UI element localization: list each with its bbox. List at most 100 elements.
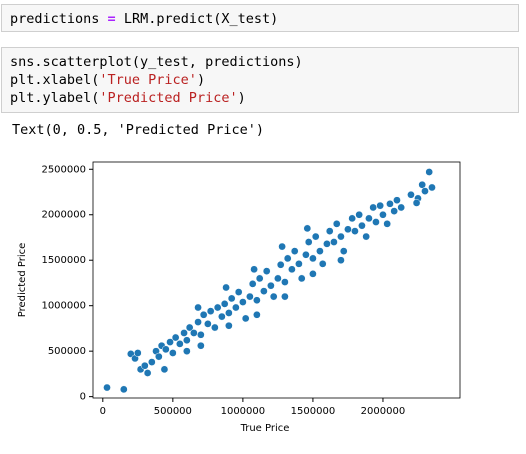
point <box>303 224 312 233</box>
string: 'True Price' <box>99 72 197 88</box>
point <box>255 274 264 283</box>
point <box>239 298 247 306</box>
code-line: plt.xlabel('True Price') <box>10 71 510 89</box>
point <box>225 309 233 317</box>
code: plt.xlabel( <box>10 72 100 88</box>
point <box>372 218 380 226</box>
point <box>166 338 174 346</box>
point <box>161 345 170 354</box>
point <box>241 314 250 323</box>
point <box>332 219 341 228</box>
point <box>325 227 334 235</box>
code: sns.scatterplot(y_test, predictions) <box>10 54 303 70</box>
point <box>211 323 219 332</box>
x-tick-label: 500000 <box>154 406 192 417</box>
point <box>390 207 399 215</box>
point <box>407 190 415 199</box>
point <box>355 210 363 219</box>
y-axis-label: Predicted Price <box>17 243 28 318</box>
chart: True Price Predicted Price 0 500000 100000… <box>17 161 461 434</box>
point <box>309 270 317 278</box>
code-line: plt.ylabel('Predicted Price') <box>10 89 510 107</box>
point <box>369 203 378 212</box>
point <box>304 238 313 246</box>
point <box>290 247 299 255</box>
point <box>262 267 271 275</box>
point <box>365 214 373 223</box>
y-tick-label: 2000000 <box>41 210 86 221</box>
point <box>183 347 191 356</box>
point <box>351 227 359 235</box>
point <box>421 187 429 195</box>
point <box>418 180 427 189</box>
point <box>412 199 421 207</box>
y-tick-label: 500000 <box>48 346 86 357</box>
point <box>386 199 394 208</box>
x-tick-label: 1000000 <box>221 406 266 417</box>
point <box>225 321 233 330</box>
point <box>220 300 229 308</box>
code: predictions <box>10 11 108 27</box>
point <box>253 296 261 305</box>
code-line: sns.scatterplot(y_test, predictions) <box>10 53 510 71</box>
point <box>133 349 142 357</box>
point <box>376 201 385 210</box>
y-tick-label: 1000000 <box>41 301 86 312</box>
operator: = <box>107 11 116 27</box>
point <box>383 219 392 228</box>
point <box>197 341 205 350</box>
point <box>206 307 215 315</box>
output-text: Text(0, 0.5, 'Predicted Price') <box>12 122 264 138</box>
code: plt.ylabel( <box>10 90 100 106</box>
point <box>213 303 222 312</box>
point <box>316 247 324 255</box>
point <box>348 214 356 223</box>
point <box>337 232 345 241</box>
code: ) <box>237 90 246 106</box>
point <box>397 203 406 212</box>
point <box>362 232 370 241</box>
code-cell[interactable]: predictions = LRM.predict(X_test) <box>1 4 519 32</box>
point <box>185 323 194 332</box>
point <box>204 320 212 328</box>
point <box>180 329 188 337</box>
point <box>119 385 128 394</box>
code: LRM.predict(X_test) <box>115 11 279 27</box>
point <box>297 274 306 283</box>
point <box>337 256 345 265</box>
y-tick-label: 0 <box>80 392 86 403</box>
point <box>302 250 310 259</box>
point <box>288 265 296 274</box>
point <box>276 260 285 269</box>
point <box>281 292 289 301</box>
point <box>267 281 275 290</box>
code-cell[interactable]: sns.scatterplot(y_test, predictions) plt… <box>1 47 519 113</box>
point <box>274 274 282 283</box>
x-tick-label: 2000000 <box>361 406 406 417</box>
point <box>168 349 177 357</box>
point <box>281 278 289 286</box>
point <box>227 294 236 303</box>
point <box>171 333 180 342</box>
point <box>344 225 352 234</box>
point <box>425 168 434 176</box>
point <box>318 260 327 268</box>
point <box>194 318 202 326</box>
point <box>197 330 205 339</box>
point <box>311 232 320 241</box>
point <box>309 254 317 263</box>
point <box>232 303 240 312</box>
point <box>283 254 292 263</box>
point <box>278 242 286 251</box>
x-tick-label: 0 <box>100 406 106 417</box>
y-tick-label: 2500000 <box>41 164 86 175</box>
point <box>253 310 261 319</box>
point <box>379 210 387 219</box>
point <box>246 292 254 301</box>
point <box>183 336 191 345</box>
point <box>250 265 258 274</box>
point <box>175 340 184 348</box>
point <box>160 365 169 374</box>
point <box>218 312 226 321</box>
point <box>103 383 111 392</box>
